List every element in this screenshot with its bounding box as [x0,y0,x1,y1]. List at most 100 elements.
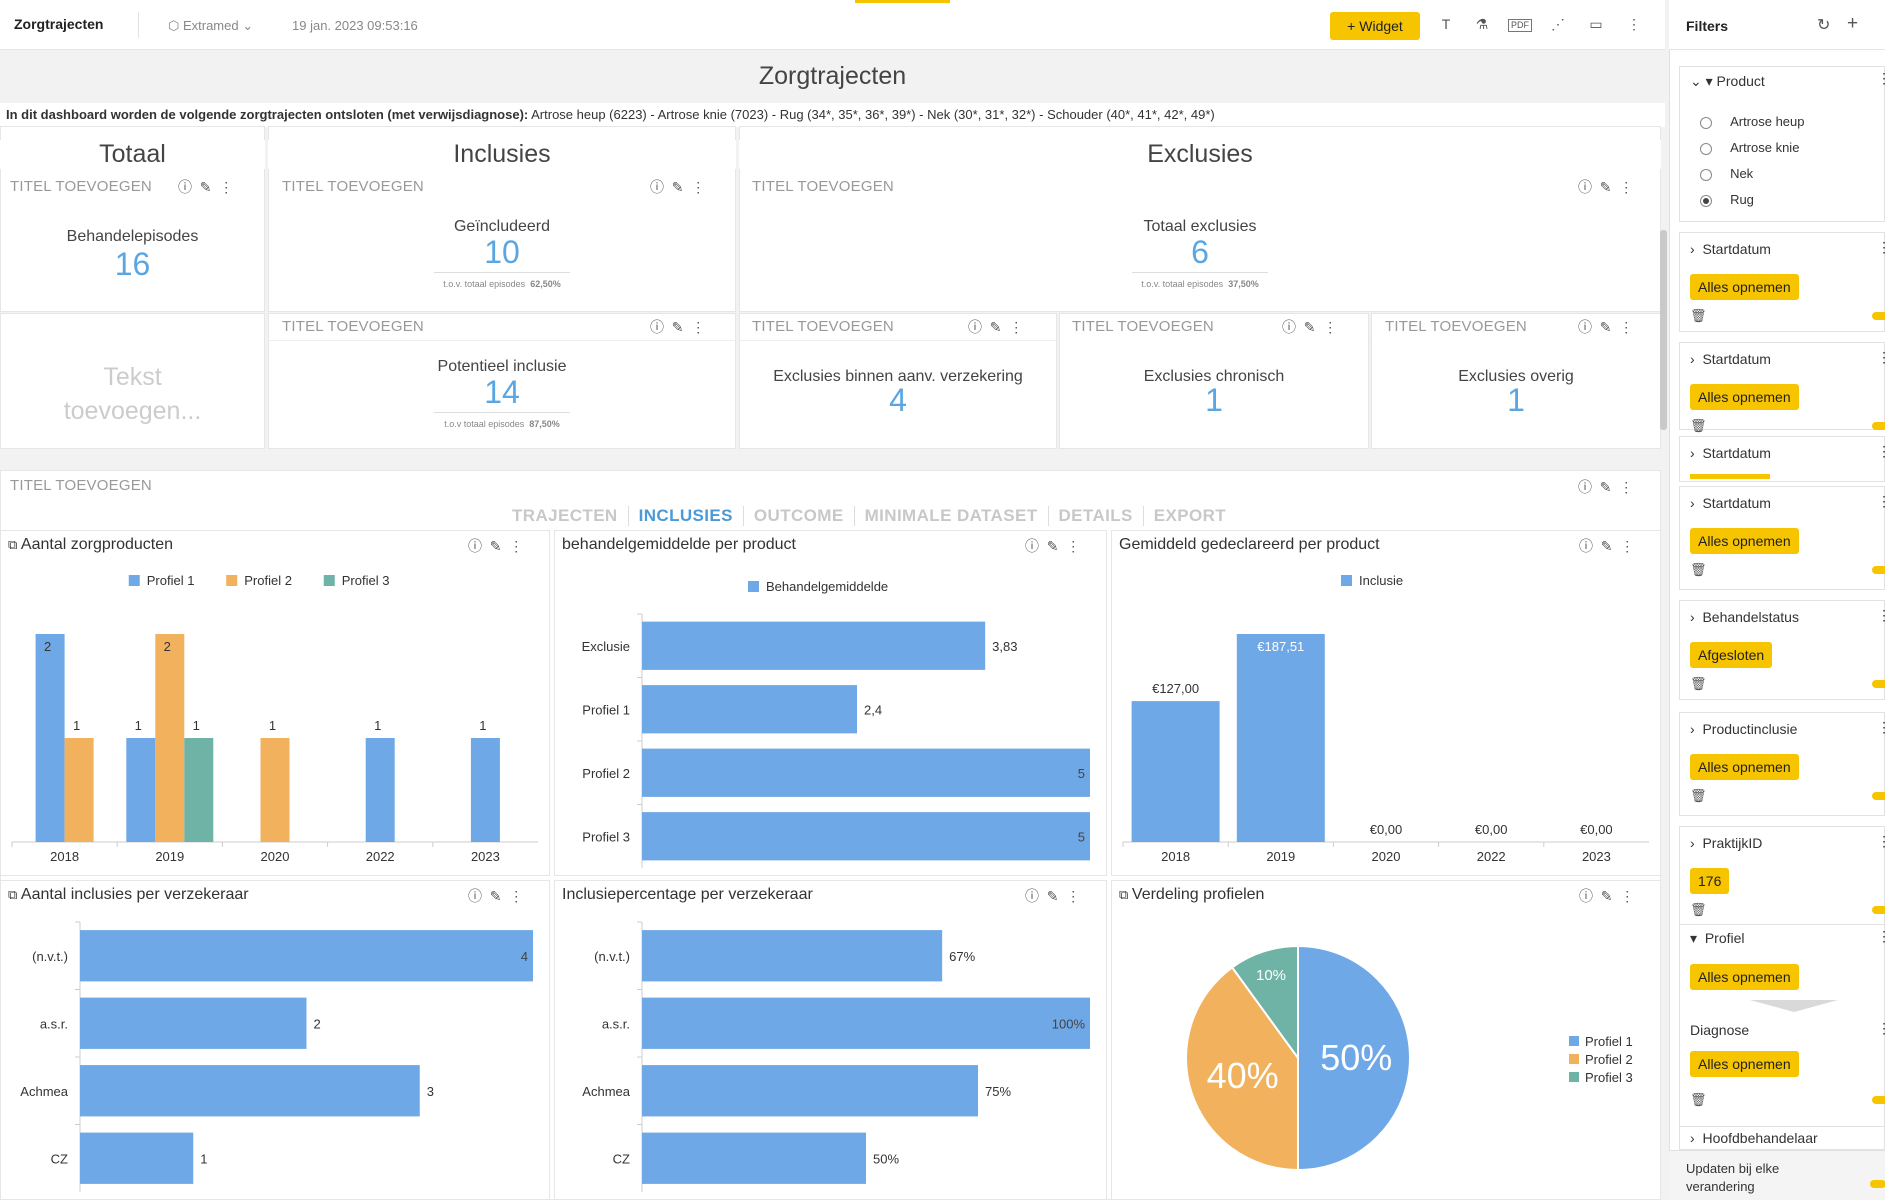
toggle[interactable] [1872,312,1885,320]
card-icons[interactable]: ⓘ ✎ ⋮ [650,177,705,197]
card-icons[interactable]: ⓘ ✎ ⋮ [1579,536,1634,556]
card-title-placeholder[interactable]: TITEL TOEVOEGEN [282,178,424,195]
edit-icon[interactable]: ✎ [489,538,502,554]
more-icon[interactable]: ⋮ [1627,16,1641,32]
info-icon[interactable]: ⓘ [468,888,482,904]
card-icons[interactable]: ⓘ ✎ ⋮ [1025,536,1080,556]
filter-card-title[interactable]: › Startdatum [1690,351,1771,367]
reset-icon[interactable]: ↻ [1817,17,1831,34]
update-toggle[interactable] [1870,1180,1885,1188]
card-title-placeholder[interactable]: TITEL TOEVOEGEN [752,318,894,335]
more-icon[interactable]: ⋮ [1877,719,1885,735]
card-icons[interactable]: ⓘ ✎ ⋮ [1025,886,1080,906]
toggle[interactable] [1872,906,1885,914]
card-title-placeholder[interactable]: TITEL TOEVOEGEN [282,318,424,335]
more-icon[interactable]: ⋮ [1877,833,1885,849]
scrollbar[interactable] [1660,230,1667,430]
tab-export[interactable]: EXPORT [1153,506,1227,525]
more-icon[interactable]: ⋮ [509,538,524,554]
info-icon[interactable]: ⓘ [1579,538,1593,554]
info-icon[interactable]: ⓘ [1025,538,1039,554]
more-icon[interactable]: ⋮ [1877,1020,1885,1036]
card-icons[interactable]: ⓘ ✎ ⋮ [1579,886,1634,906]
filter-chip[interactable]: Alles opnemen [1690,274,1799,300]
card-icons[interactable]: ⓘ ✎ ⋮ [1578,317,1633,337]
more-icon[interactable]: ⋮ [1877,493,1885,509]
toggle[interactable] [1872,566,1885,574]
radio-option[interactable]: Artrose heup [1700,114,1880,140]
more-icon[interactable]: ⋮ [1877,70,1885,86]
more-icon[interactable]: ⋮ [1066,888,1081,904]
filter-product-title[interactable]: ⌄ ▾ Product [1690,73,1765,89]
trash-icon[interactable]: 🗑 [1690,676,1707,691]
toggle[interactable] [1872,1096,1885,1104]
toggle[interactable] [1872,422,1885,430]
more-icon[interactable]: ⋮ [1877,928,1885,944]
filter-chip[interactable]: Alles opnemen [1690,1051,1799,1077]
tab-minimale-dataset[interactable]: MINIMALE DATASET [864,506,1038,525]
presentation-icon[interactable]: ▭ [1589,16,1603,32]
trash-icon[interactable]: 🗑 [1690,418,1707,433]
text-placeholder[interactable]: Tekst toevoegen... [63,363,202,425]
filter-card-title[interactable]: › Productinclusie [1690,721,1798,737]
tab-inclusies[interactable]: INCLUSIES [638,506,733,525]
radio-option[interactable]: Artrose knie [1700,140,1880,166]
more-icon[interactable]: ⋮ [1620,538,1635,554]
pdf-icon[interactable]: PDF [1508,19,1532,32]
card-icons[interactable]: ⓘ ✎ ⋮ [178,177,233,197]
card-title-placeholder[interactable]: TITEL TOEVOEGEN [10,477,152,494]
card-icons[interactable]: ⓘ ✎ ⋮ [1578,177,1633,197]
info-icon[interactable]: ⓘ [468,538,482,554]
tab-outcome[interactable]: OUTCOME [753,506,844,525]
card-icons[interactable]: ⓘ ✎ ⋮ [1578,477,1633,497]
filter-chip[interactable]: Alles opnemen [1690,964,1799,990]
filter-chip[interactable]: Alles opnemen [1690,754,1799,780]
add-filter-icon[interactable]: + [1847,13,1859,34]
card-icons[interactable]: ⓘ ✎ ⋮ [650,317,705,337]
more-icon[interactable]: ⋮ [1620,888,1635,904]
more-icon[interactable]: ⋮ [509,888,524,904]
trash-icon[interactable]: 🗑 [1690,562,1707,577]
edit-icon[interactable]: ✎ [1600,538,1613,554]
organisation-selector[interactable]: ⬡ Extramed ⌄ [168,18,254,33]
more-icon[interactable]: ⋮ [1066,538,1081,554]
filter-card-title[interactable]: › Startdatum [1690,241,1771,257]
filter-chip[interactable]: Afgesloten [1690,642,1773,668]
text-icon[interactable]: T [1441,16,1451,32]
info-icon[interactable]: ⓘ [1579,888,1593,904]
card-title-placeholder[interactable]: TITEL TOEVOEGEN [10,178,152,195]
trash-icon[interactable]: 🗑 [1690,308,1707,323]
edit-icon[interactable]: ✎ [489,888,502,904]
edit-icon[interactable]: ✎ [1046,888,1059,904]
card-title-placeholder[interactable]: TITEL TOEVOEGEN [1385,318,1527,335]
radio-option[interactable]: Rug [1700,192,1880,218]
toggle[interactable] [1872,792,1885,800]
edit-icon[interactable]: ✎ [1600,888,1613,904]
more-icon[interactable]: ⋮ [1877,607,1885,623]
filter-profiel-title[interactable]: ▾ Profiel [1690,930,1745,946]
tab-details[interactable]: DETAILS [1058,506,1133,525]
filter-diagnose-title[interactable]: Diagnose [1690,1022,1750,1038]
filter-card-title[interactable]: › Behandelstatus [1690,609,1799,625]
filter-card-title[interactable]: › Startdatum [1690,495,1771,511]
filter-hoofdbehandelaar-title[interactable]: › Hoofdbehandelaar [1690,1130,1818,1146]
card-icons[interactable]: ⓘ ✎ ⋮ [1282,317,1337,337]
trash-icon[interactable]: 🗑 [1690,788,1707,803]
toggle[interactable] [1872,680,1885,688]
filter-card-title[interactable]: › PraktijkID [1690,835,1763,851]
edit-icon[interactable]: ✎ [1046,538,1059,554]
filter-chip[interactable]: Alles opnemen [1690,528,1799,554]
card-title-placeholder[interactable]: TITEL TOEVOEGEN [752,178,894,195]
more-icon[interactable]: ⋮ [1877,443,1885,459]
filter-card-title[interactable]: › Startdatum [1690,445,1771,461]
card-icons[interactable]: ⓘ ✎ ⋮ [468,886,523,906]
filter-chip[interactable]: Alles opnemen [1690,384,1799,410]
filter-chip[interactable]: 176 [1690,868,1730,894]
radio-option[interactable]: Nek [1700,166,1880,192]
more-icon[interactable]: ⋮ [1877,349,1885,365]
card-icons[interactable]: ⓘ ✎ ⋮ [968,317,1023,337]
filter-icon[interactable]: ⚗ [1475,16,1489,32]
more-icon[interactable]: ⋮ [1877,239,1885,255]
info-icon[interactable]: ⓘ [1025,888,1039,904]
card-title-placeholder[interactable]: TITEL TOEVOEGEN [1072,318,1214,335]
